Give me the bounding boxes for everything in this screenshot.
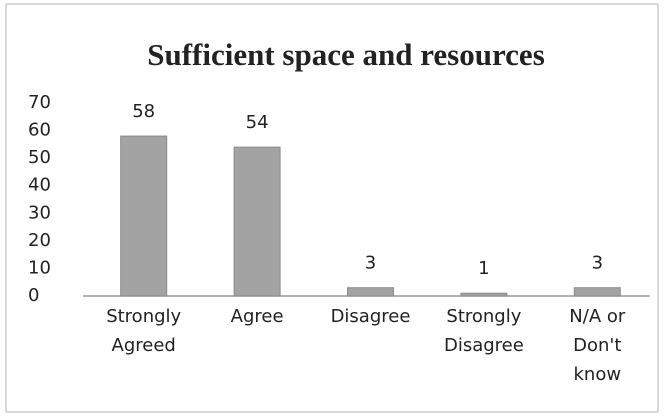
- data-label: 54: [246, 112, 269, 133]
- y-tick-label: 70: [28, 92, 51, 113]
- data-label: 3: [592, 253, 603, 274]
- y-tick-label: 60: [28, 120, 51, 141]
- y-tick-label: 40: [28, 175, 51, 196]
- x-tick-label: Agree: [230, 306, 284, 327]
- x-tick-label: N/A or Don't know: [569, 306, 626, 385]
- bar: [233, 146, 281, 297]
- x-tick-label: Disagree: [330, 306, 411, 327]
- chart-title: Sufficient space and resources: [147, 37, 545, 72]
- y-tick-label: 20: [28, 230, 51, 251]
- y-tick-label: 30: [28, 202, 51, 223]
- bar: [460, 292, 508, 297]
- bar: [120, 135, 168, 297]
- data-label: 58: [132, 101, 155, 122]
- y-tick-label: 10: [28, 257, 51, 278]
- chart-frame: [5, 3, 659, 413]
- bar: [347, 287, 394, 297]
- data-label: 1: [478, 258, 489, 279]
- data-label: 3: [365, 253, 376, 274]
- bar: [573, 287, 621, 297]
- y-tick-label: 0: [28, 285, 39, 306]
- x-tick-label: Strongly Disagree: [443, 306, 524, 356]
- y-tick-label: 50: [28, 147, 51, 168]
- x-tick-label: Strongly Agreed: [106, 306, 182, 356]
